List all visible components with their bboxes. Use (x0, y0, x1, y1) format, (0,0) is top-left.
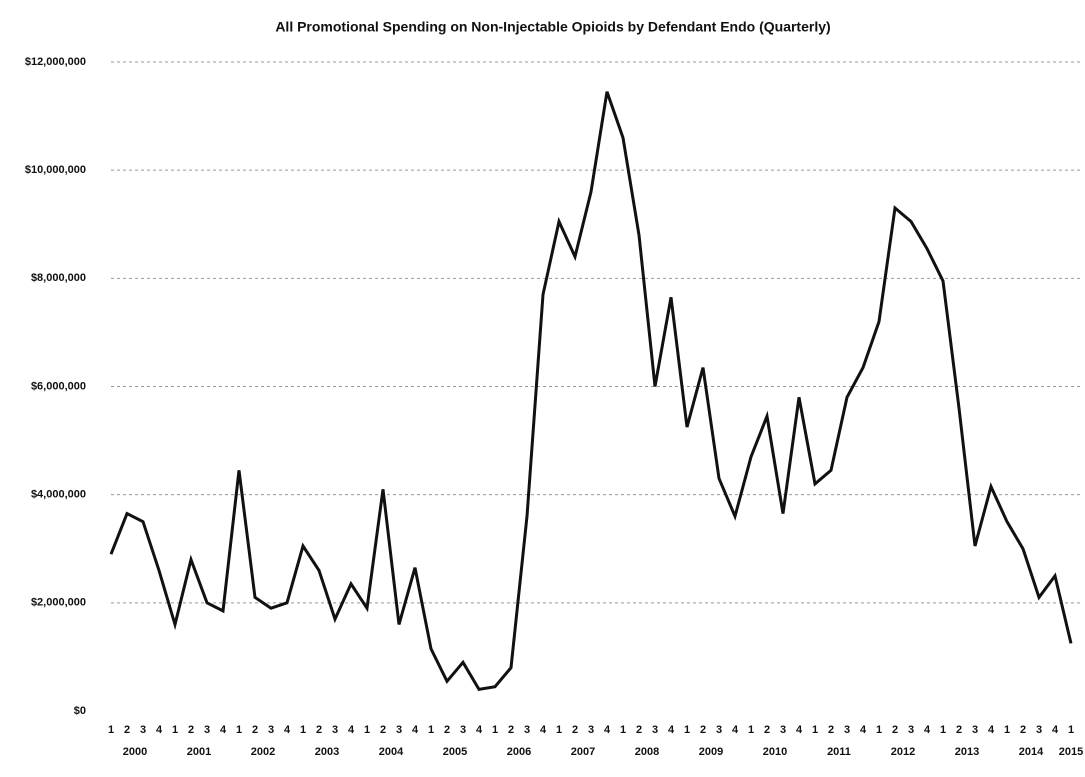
x-tick-label: 3 (332, 724, 338, 736)
x-tick-label: 4 (220, 724, 227, 736)
year-label: 2008 (635, 746, 659, 758)
x-tick-label: 3 (204, 724, 210, 736)
x-tick-label: 3 (460, 724, 466, 736)
x-tick-label: 3 (972, 724, 978, 736)
year-label: 2004 (379, 746, 404, 758)
x-tick-label: 3 (524, 724, 530, 736)
x-tick-label: 1 (1004, 724, 1010, 736)
x-tick-label: 2 (316, 724, 322, 736)
x-tick-label: 1 (684, 724, 690, 736)
year-label: 2006 (507, 746, 531, 758)
x-tick-label: 2 (764, 724, 770, 736)
y-tick-label: $12,000,000 (25, 56, 86, 68)
year-label: 2005 (443, 746, 467, 758)
y-tick-label: $2,000,000 (31, 597, 86, 609)
y-tick-label: $10,000,000 (25, 164, 86, 176)
year-label: 2002 (251, 746, 275, 758)
x-tick-label: 3 (588, 724, 594, 736)
x-tick-label: 3 (908, 724, 914, 736)
x-tick-label: 4 (796, 724, 803, 736)
x-tick-label: 2 (188, 724, 194, 736)
year-label: 2012 (891, 746, 915, 758)
x-tick-label: 1 (620, 724, 626, 736)
x-tick-label: 4 (412, 724, 419, 736)
x-tick-label: 1 (236, 724, 242, 736)
x-tick-label: 4 (604, 724, 611, 736)
x-tick-label: 3 (1036, 724, 1042, 736)
x-tick-label: 2 (700, 724, 706, 736)
x-tick-label: 3 (396, 724, 402, 736)
x-tick-label: 1 (428, 724, 434, 736)
x-tick-label: 3 (140, 724, 146, 736)
x-tick-label: 1 (556, 724, 562, 736)
x-tick-label: 4 (732, 724, 739, 736)
x-tick-label: 1 (876, 724, 882, 736)
year-label: 2010 (763, 746, 787, 758)
x-tick-label: 1 (1068, 724, 1074, 736)
x-tick-label: 4 (348, 724, 355, 736)
year-label: 2007 (571, 746, 595, 758)
year-label: 2001 (187, 746, 211, 758)
year-label: 2003 (315, 746, 339, 758)
y-tick-label: $8,000,000 (31, 272, 86, 284)
x-tick-label: 1 (108, 724, 114, 736)
y-tick-label: $4,000,000 (31, 489, 86, 501)
x-tick-label: 1 (812, 724, 818, 736)
year-label: 2015 (1059, 746, 1083, 758)
x-tick-label: 4 (284, 724, 291, 736)
x-tick-label: 1 (364, 724, 370, 736)
x-tick-label: 3 (780, 724, 786, 736)
x-tick-label: 1 (492, 724, 498, 736)
x-tick-label: 2 (956, 724, 962, 736)
x-tick-label: 2 (252, 724, 258, 736)
chart-title: All Promotional Spending on Non-Injectab… (275, 19, 830, 35)
x-tick-label: 2 (892, 724, 898, 736)
x-tick-label: 1 (172, 724, 178, 736)
year-label: 2014 (1019, 746, 1044, 758)
x-tick-label: 3 (716, 724, 722, 736)
x-tick-label: 3 (844, 724, 850, 736)
x-tick-label: 2 (572, 724, 578, 736)
x-tick-label: 2 (380, 724, 386, 736)
year-label: 2011 (827, 746, 851, 758)
y-tick-label: $6,000,000 (31, 380, 86, 392)
year-label: 2009 (699, 746, 723, 758)
x-tick-label: 4 (156, 724, 163, 736)
x-tick-label: 2 (444, 724, 450, 736)
y-tick-label: $0 (74, 705, 86, 717)
x-tick-label: 4 (476, 724, 483, 736)
x-tick-label: 2 (636, 724, 642, 736)
x-tick-label: 4 (668, 724, 675, 736)
x-tick-label: 4 (1052, 724, 1059, 736)
data-line (109, 91, 1073, 692)
x-tick-label: 2 (124, 724, 130, 736)
x-tick-label: 2 (1020, 724, 1026, 736)
x-tick-label: 4 (988, 724, 995, 736)
year-label: 2000 (123, 746, 147, 758)
year-label: 2013 (955, 746, 979, 758)
x-tick-label: 1 (300, 724, 306, 736)
x-tick-label: 1 (940, 724, 946, 736)
x-tick-label: 3 (652, 724, 658, 736)
x-tick-label: 2 (828, 724, 834, 736)
x-tick-label: 4 (540, 724, 547, 736)
x-tick-label: 4 (860, 724, 867, 736)
x-tick-label: 2 (508, 724, 514, 736)
x-tick-label: 4 (924, 724, 931, 736)
x-tick-label: 3 (268, 724, 274, 736)
x-tick-label: 1 (748, 724, 754, 736)
